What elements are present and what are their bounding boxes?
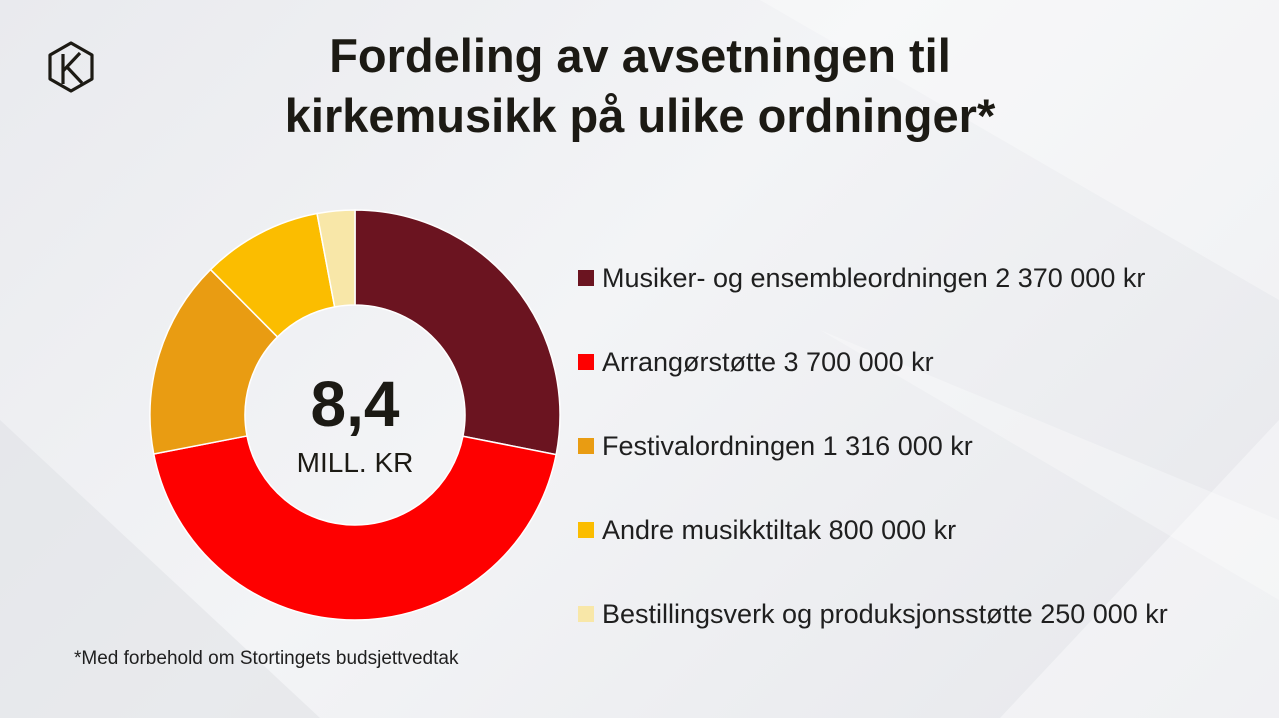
k-hexagon-logo-icon — [48, 41, 94, 93]
legend-swatch — [578, 354, 594, 370]
center-total-value: 8,4 — [311, 368, 400, 440]
footnote: *Med forbehold om Stortingets budsjettve… — [74, 648, 459, 669]
donut-slices — [149, 209, 561, 621]
chart-title-line-1: Fordeling av avsetningen til — [329, 29, 951, 82]
legend-label: Festivalordningen 1 316 000 kr — [602, 430, 973, 461]
center-total-unit: MILL. KR — [297, 447, 414, 478]
donut-slice-1 — [354, 209, 561, 456]
legend-swatch — [578, 522, 594, 538]
donut-chart: 8,4 MILL. KR — [149, 209, 561, 621]
donut-slice-5 — [316, 209, 356, 308]
legend-label: Musiker- og ensembleordningen 2 370 000 … — [602, 262, 1146, 293]
chart-legend: Musiker- og ensembleordningen 2 370 000 … — [578, 236, 1258, 656]
chart-title: Fordeling av avsetningen til kirkemusikk… — [130, 26, 1150, 146]
legend-swatch — [578, 606, 594, 622]
legend-item-1: Musiker- og ensembleordningen 2 370 000 … — [578, 236, 1258, 320]
legend-label: Bestillingsverk og produksjonsstøtte 250… — [602, 598, 1168, 629]
legend-swatch — [578, 438, 594, 454]
donut-slice-2 — [152, 435, 558, 621]
legend-item-3: Festivalordningen 1 316 000 kr — [578, 404, 1258, 488]
legend-item-2: Arrangørstøtte 3 700 000 kr — [578, 320, 1258, 404]
legend-swatch — [578, 270, 594, 286]
legend-label: Arrangørstøtte 3 700 000 kr — [602, 346, 934, 377]
chart-title-line-2: kirkemusikk på ulike ordninger* — [284, 89, 996, 142]
legend-item-4: Andre musikktiltak 800 000 kr — [578, 488, 1258, 572]
legend-label: Andre musikktiltak 800 000 kr — [602, 514, 957, 545]
legend-item-5: Bestillingsverk og produksjonsstøtte 250… — [578, 572, 1258, 656]
